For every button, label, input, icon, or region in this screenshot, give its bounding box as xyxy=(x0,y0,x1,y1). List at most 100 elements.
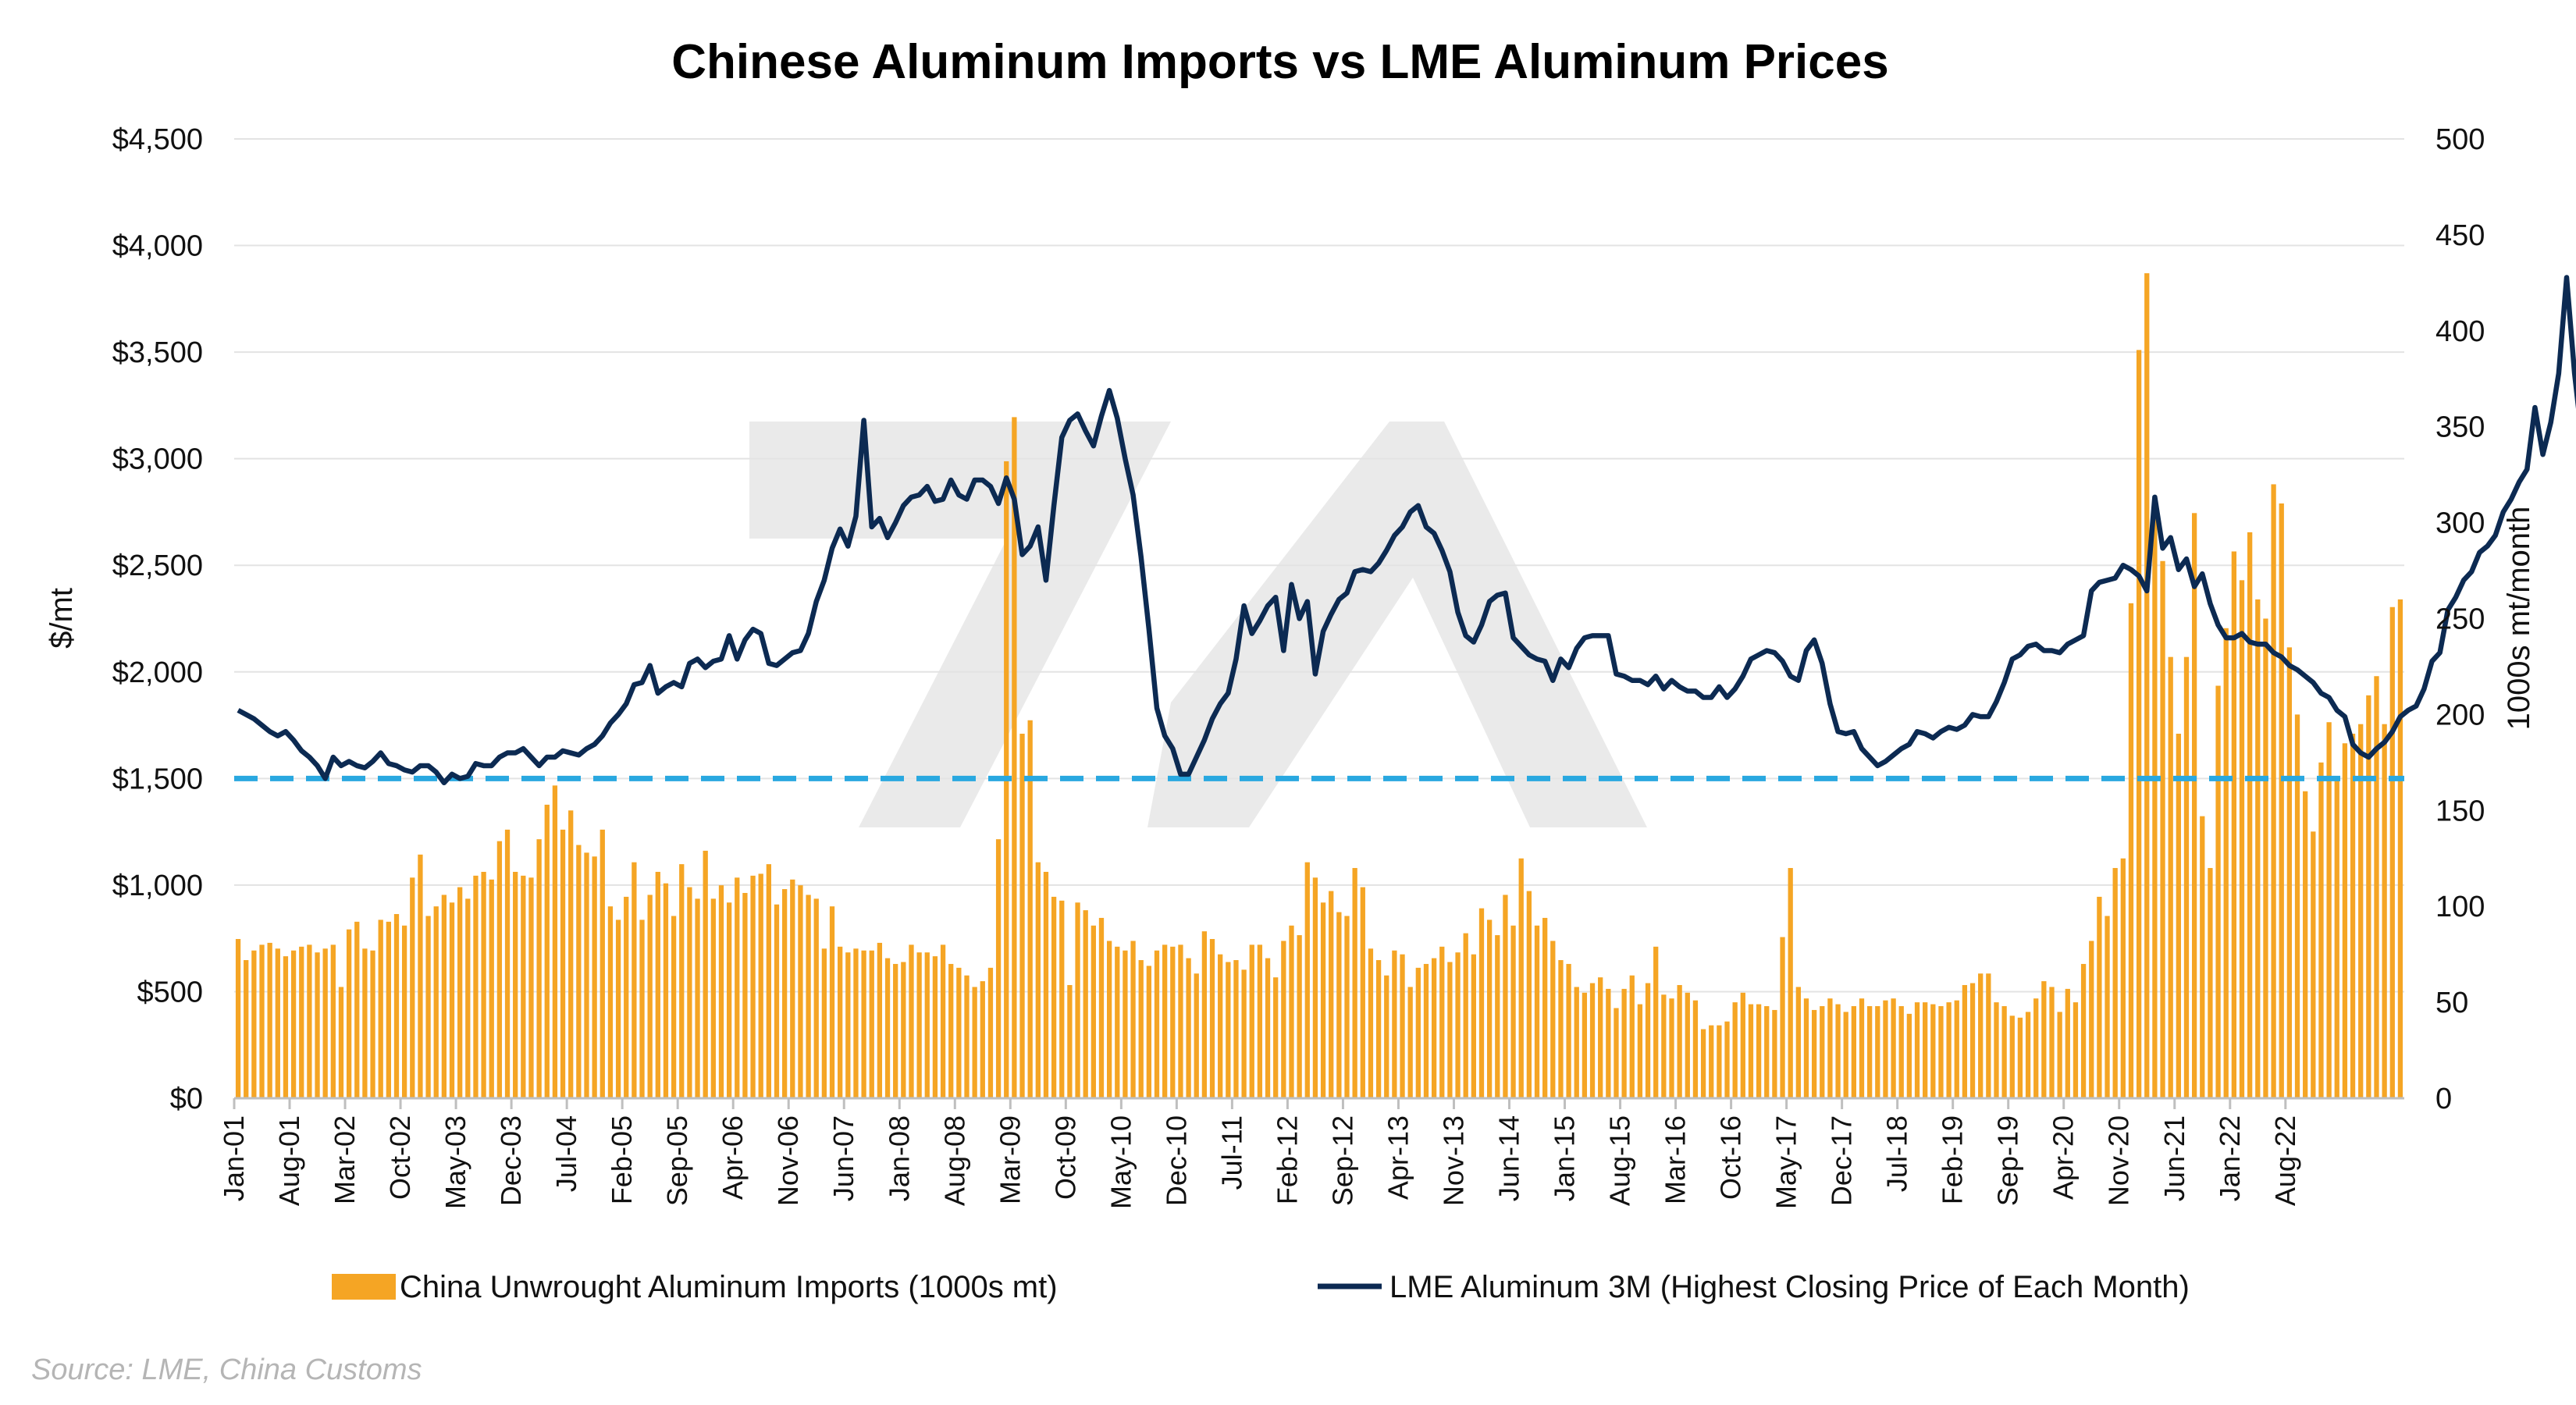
import-bar xyxy=(695,898,700,1098)
import-bar xyxy=(893,963,898,1098)
y-left-tick-label: $4,500 xyxy=(112,123,203,156)
import-bar xyxy=(1724,1021,1730,1098)
import-bar xyxy=(750,875,756,1098)
x-tick-label: Jun-14 xyxy=(1493,1115,1525,1201)
import-bar xyxy=(1764,1006,1770,1098)
import-bar xyxy=(948,963,954,1098)
y-right-tick-label: 100 xyxy=(2435,891,2485,923)
import-bar xyxy=(1209,938,1215,1098)
import-bar xyxy=(592,856,597,1098)
import-bar xyxy=(1526,891,1532,1098)
import-bar xyxy=(2215,685,2221,1098)
import-bar xyxy=(639,919,645,1098)
import-bar xyxy=(1542,917,1548,1098)
x-tick-label: Jun-21 xyxy=(2158,1115,2190,1201)
legend: China Unwrought Aluminum Imports (1000s … xyxy=(332,1270,2190,1304)
import-bar xyxy=(2342,743,2348,1098)
import-bar xyxy=(1368,948,1374,1098)
import-bar xyxy=(1748,1004,1754,1098)
import-bar xyxy=(1969,983,1976,1098)
import-bar xyxy=(924,952,930,1098)
import-bar xyxy=(433,906,439,1098)
x-tick-label: Jul-18 xyxy=(1881,1115,1913,1192)
x-tick-label: Feb-05 xyxy=(606,1115,638,1204)
import-bar xyxy=(1201,931,1208,1098)
import-bar xyxy=(410,877,415,1098)
import-bar xyxy=(718,885,724,1098)
import-bar xyxy=(766,864,771,1098)
import-bar xyxy=(710,898,716,1098)
import-bar xyxy=(251,950,257,1098)
x-tick-label: Mar-02 xyxy=(329,1115,361,1204)
import-bar xyxy=(1938,1006,1944,1098)
import-bar xyxy=(2144,273,2150,1098)
import-bar xyxy=(299,946,304,1098)
import-bar xyxy=(1692,1000,1699,1098)
x-tick-label: May-03 xyxy=(439,1115,471,1209)
import-bar xyxy=(1875,1006,1880,1098)
import-bar xyxy=(735,877,740,1098)
x-tick-label: Nov-06 xyxy=(772,1115,804,1206)
import-bar xyxy=(2223,628,2229,1098)
import-bar xyxy=(1233,960,1239,1098)
lme-price-line xyxy=(237,275,2576,786)
import-bar xyxy=(2065,988,2070,1098)
import-bar xyxy=(1265,958,1271,1098)
import-bar xyxy=(813,898,819,1098)
import-bar xyxy=(1297,935,1302,1098)
import-bar xyxy=(513,871,518,1098)
y-right-tick-label: 500 xyxy=(2435,123,2485,156)
import-bar xyxy=(322,948,328,1098)
x-tick-label: May-17 xyxy=(1770,1115,1802,1209)
import-bar xyxy=(1566,963,1571,1098)
y-left-tick-label: $1,000 xyxy=(112,870,203,902)
import-bar xyxy=(726,902,732,1098)
import-bar xyxy=(1027,720,1033,1098)
import-bar xyxy=(1320,902,1326,1098)
import-bar xyxy=(362,948,368,1098)
import-bar xyxy=(560,829,566,1098)
import-bar xyxy=(1820,1006,1825,1098)
import-bar xyxy=(1898,1006,1904,1098)
import-bar xyxy=(2025,1012,2031,1098)
import-bar xyxy=(1194,973,1199,1098)
import-bar xyxy=(2168,656,2173,1098)
import-bar xyxy=(632,862,637,1098)
import-bar xyxy=(1273,977,1279,1098)
y-left-tick-label: $1,500 xyxy=(112,763,203,795)
import-bar xyxy=(2120,858,2126,1098)
import-bar xyxy=(2097,896,2102,1098)
import-bar xyxy=(1645,983,1651,1098)
import-bar xyxy=(552,785,558,1098)
import-bar xyxy=(679,864,685,1098)
import-bar xyxy=(607,906,614,1098)
gridlines xyxy=(234,138,2404,993)
import-bar xyxy=(742,892,748,1098)
import-bar xyxy=(449,902,455,1098)
import-bar xyxy=(1772,1009,1777,1098)
import-bar xyxy=(1083,910,1088,1098)
import-bar xyxy=(1043,871,1049,1098)
x-tick-label: Aug-22 xyxy=(2269,1115,2301,1206)
import-bar xyxy=(2200,816,2205,1098)
import-bar xyxy=(940,944,946,1098)
import-bar xyxy=(1534,925,1540,1098)
import-bar xyxy=(1384,975,1389,1098)
y-axis-right-title: 1000s mt/month xyxy=(2502,507,2536,731)
import-bar xyxy=(1035,862,1041,1098)
import-bar xyxy=(521,875,526,1098)
import-bar xyxy=(1471,954,1476,1098)
import-bar xyxy=(1923,1002,1928,1098)
import-bar xyxy=(2263,618,2268,1098)
import-bar xyxy=(1178,944,1183,1098)
import-bar xyxy=(2041,981,2047,1098)
import-bar xyxy=(259,944,265,1098)
import-bar xyxy=(2191,513,2197,1098)
import-bars xyxy=(235,273,2403,1098)
import-bar xyxy=(2049,987,2055,1098)
x-tick-label: Aug-15 xyxy=(1604,1115,1636,1206)
import-bar xyxy=(1883,1000,1888,1098)
import-bar xyxy=(1906,1013,1912,1098)
import-bar xyxy=(838,946,843,1098)
import-bar xyxy=(2374,676,2379,1098)
